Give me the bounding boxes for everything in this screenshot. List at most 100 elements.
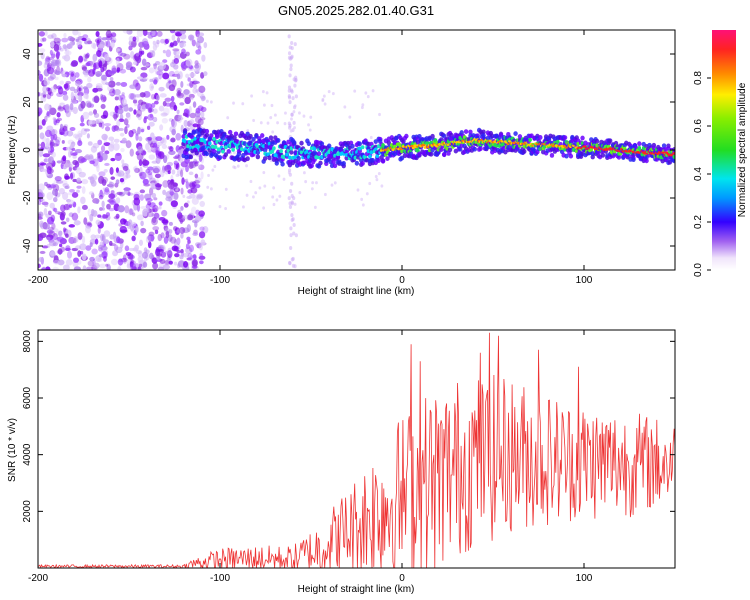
spectrogram-ytick-label: 20 <box>22 96 33 108</box>
faint-speckle <box>313 205 317 209</box>
noise-speckle <box>162 72 170 80</box>
noise-speckle <box>77 140 83 147</box>
band-outer <box>357 141 362 147</box>
noise-speckle <box>105 263 109 267</box>
noise-speckle <box>153 142 158 148</box>
noise-speckle <box>141 40 149 48</box>
noise-speckle <box>80 157 87 163</box>
noise-speckle <box>191 181 197 188</box>
noise-speckle <box>62 264 70 270</box>
noise-speckle <box>124 126 128 135</box>
band-inner <box>589 147 594 152</box>
noise-speckle <box>135 250 143 255</box>
band-outer <box>190 134 195 140</box>
faint-speckle <box>270 103 274 108</box>
noise-speckle <box>128 93 135 100</box>
band-outer <box>631 157 636 163</box>
faint-speckle <box>368 181 372 186</box>
noise-speckle <box>73 220 81 226</box>
noise-speckle <box>65 259 73 266</box>
noise-speckle <box>70 61 78 67</box>
noise-speckle <box>50 129 58 136</box>
noise-speckle <box>84 73 89 78</box>
noise-speckle <box>188 93 195 99</box>
noise-speckle <box>121 137 127 144</box>
noise-speckle <box>51 228 59 233</box>
noise-speckle <box>180 187 184 195</box>
noise-speckle <box>141 251 149 259</box>
noise-speckle <box>76 185 82 189</box>
noise-speckle <box>163 107 170 116</box>
noise-speckle <box>87 208 91 217</box>
noise-speckle <box>168 260 173 265</box>
noise-speckle <box>132 99 138 104</box>
noise-speckle <box>120 229 128 233</box>
stripe-speckle <box>289 63 293 68</box>
noise-speckle <box>203 41 208 49</box>
noise-speckle <box>69 41 73 49</box>
noise-speckle <box>168 70 176 77</box>
noise-speckle <box>49 73 56 80</box>
noise-speckle <box>76 40 82 48</box>
noise-speckle <box>85 245 92 251</box>
noise-speckle <box>120 218 127 225</box>
noise-speckle <box>68 163 73 168</box>
faint-speckle <box>287 171 291 175</box>
noise-speckle <box>115 81 121 86</box>
noise-speckle <box>156 30 163 37</box>
noise-speckle <box>46 67 55 75</box>
noise-speckle <box>150 93 156 100</box>
stripe-speckle <box>288 188 293 193</box>
noise-speckle <box>180 248 184 254</box>
noise-speckle <box>176 170 182 177</box>
noise-speckle <box>115 179 120 185</box>
noise-speckle <box>200 110 205 119</box>
noise-speckle <box>158 206 162 210</box>
noise-speckle <box>172 40 178 47</box>
noise-speckle <box>82 34 89 39</box>
noise-speckle <box>50 214 56 222</box>
noise-speckle <box>69 86 76 92</box>
noise-speckle <box>192 83 198 89</box>
noise-speckle <box>123 187 131 192</box>
noise-speckle <box>173 261 178 266</box>
noise-speckle <box>89 213 94 222</box>
noise-speckle <box>139 166 143 174</box>
faint-speckle <box>378 112 381 117</box>
noise-speckle <box>161 245 166 250</box>
noise-speckle <box>96 164 100 173</box>
noise-speckle <box>64 103 70 112</box>
noise-speckle <box>86 221 92 226</box>
band-inner <box>231 147 235 152</box>
noise-speckle <box>195 107 201 114</box>
noise-speckle <box>80 100 86 109</box>
faint-speckle <box>282 177 286 181</box>
noise-speckle <box>46 191 54 201</box>
band-inner <box>299 150 304 155</box>
band-inner <box>672 154 675 159</box>
stripe-speckle <box>287 85 292 90</box>
noise-speckle <box>194 173 199 179</box>
noise-speckle <box>65 110 71 118</box>
noise-speckle <box>131 212 136 217</box>
noise-speckle <box>66 199 75 205</box>
noise-speckle <box>125 173 131 179</box>
noise-speckle <box>135 82 141 91</box>
noise-speckle <box>153 167 160 174</box>
band-inner <box>240 147 244 152</box>
noise-speckle <box>69 102 74 111</box>
noise-speckle <box>101 37 108 41</box>
noise-speckle <box>149 78 153 83</box>
noise-speckle <box>154 70 161 76</box>
faint-speckle <box>302 171 306 175</box>
spectrogram-ytick-label: 40 <box>22 48 33 60</box>
noise-speckle <box>120 52 127 57</box>
band-outer <box>637 141 642 147</box>
noise-speckle <box>81 204 88 210</box>
noise-speckle <box>112 113 118 119</box>
band-inner <box>360 145 365 150</box>
noise-speckle <box>152 226 160 231</box>
noise-speckle <box>168 80 172 84</box>
noise-speckle <box>39 250 46 254</box>
